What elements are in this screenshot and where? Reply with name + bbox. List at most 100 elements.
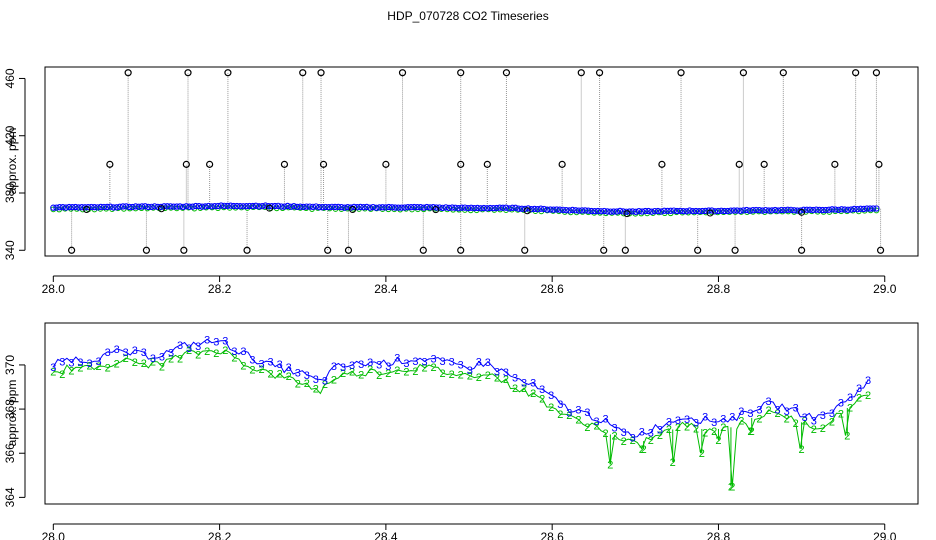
series3-point bbox=[249, 202, 256, 210]
series3-point bbox=[56, 204, 63, 211]
series3-marker: 3 bbox=[412, 356, 418, 368]
series3-point bbox=[721, 207, 728, 215]
raw-spike-point bbox=[797, 246, 806, 254]
raw-point bbox=[157, 205, 165, 213]
raw-spike-point bbox=[577, 69, 585, 77]
series2-marker: 2 bbox=[802, 416, 808, 428]
series3-point bbox=[290, 203, 298, 210]
series3-point bbox=[132, 203, 139, 210]
series2-marker: 2 bbox=[132, 357, 138, 369]
series3-point bbox=[610, 208, 617, 215]
series3-point bbox=[851, 205, 858, 213]
series3-point bbox=[284, 202, 291, 210]
series2-marker: 2 bbox=[729, 481, 735, 493]
series3-marker: 3 bbox=[403, 358, 409, 370]
raw-spike-point bbox=[760, 160, 768, 168]
series3-point bbox=[528, 206, 535, 213]
raw-point bbox=[706, 209, 714, 217]
series3-point bbox=[417, 204, 424, 211]
raw-spike-point bbox=[324, 246, 332, 254]
series3-point bbox=[866, 205, 874, 212]
series3-marker: 3 bbox=[639, 426, 645, 438]
series3-point bbox=[689, 207, 696, 215]
series3-point bbox=[816, 206, 823, 214]
series3-point bbox=[217, 202, 225, 209]
series2-line bbox=[53, 349, 869, 487]
series3-point bbox=[676, 207, 684, 215]
series2-marker: 2 bbox=[539, 394, 545, 406]
series3-point bbox=[661, 207, 668, 214]
series3-point bbox=[379, 204, 386, 211]
series3-marker: 3 bbox=[856, 383, 862, 395]
raw-spike-point bbox=[206, 160, 214, 168]
series3-marker: 3 bbox=[575, 405, 581, 417]
series2-marker: 2 bbox=[485, 370, 491, 382]
x-tick-label: 29.0 bbox=[873, 530, 897, 540]
top-panel-raw-co2: 28.0 28.2 28.4 28.6 28.8 29.0 340 380 420 460 ap… bbox=[3, 66, 919, 296]
series3-point bbox=[762, 206, 769, 214]
series3-point bbox=[173, 203, 180, 210]
series3-point bbox=[616, 207, 624, 215]
series3-point bbox=[151, 203, 158, 210]
series3-point bbox=[531, 205, 538, 213]
series3-marker: 3 bbox=[539, 384, 545, 396]
series3-marker: 3 bbox=[349, 360, 355, 372]
series3-point bbox=[642, 207, 649, 215]
series3-point bbox=[411, 203, 418, 211]
series3-point bbox=[360, 204, 367, 211]
series3-point bbox=[841, 206, 848, 213]
series3-point bbox=[388, 204, 396, 211]
series3-point bbox=[100, 203, 108, 211]
series3-point bbox=[458, 204, 465, 211]
series3-marker: 3 bbox=[286, 362, 292, 374]
x-tick-label: 28.6 bbox=[540, 282, 564, 296]
series3-point bbox=[116, 203, 123, 210]
series3-point bbox=[496, 204, 503, 211]
series3-point bbox=[787, 206, 795, 214]
series3-point bbox=[110, 204, 117, 211]
raw-spike-point bbox=[731, 246, 739, 254]
bottom-panel-filtered-co2: 2 2 2 2 2 2 2 2 2 2 2 2 22 22 2 2 2 222 2 2 2 2 22 2 2 2 22 2 2 2 2 2 2 2… bbox=[3, 322, 919, 540]
series2-marker: 2 bbox=[213, 348, 219, 360]
series3-point bbox=[129, 203, 136, 211]
series2-marker: 2 bbox=[666, 424, 672, 436]
series3-marker: 3 bbox=[693, 417, 699, 429]
raw-spike-point bbox=[558, 160, 566, 168]
series2-marker: 2 bbox=[403, 366, 409, 378]
series3-marker: 3 bbox=[621, 427, 627, 439]
series3-point bbox=[214, 202, 222, 210]
series3-point bbox=[392, 204, 399, 211]
series3-point bbox=[240, 203, 247, 210]
series3-marker: 3 bbox=[467, 365, 473, 377]
series3-point bbox=[59, 204, 66, 211]
series3-marker: 3 bbox=[249, 355, 255, 367]
series2-marker: 2 bbox=[593, 421, 599, 433]
series3-point bbox=[303, 203, 310, 210]
series3-point bbox=[474, 204, 481, 212]
series2-marker: 2 bbox=[715, 435, 721, 447]
series2-marker: 2 bbox=[440, 368, 446, 380]
series3-marker: 3 bbox=[666, 416, 672, 428]
series2-marker: 2 bbox=[186, 345, 192, 357]
series2-marker: 2 bbox=[249, 365, 255, 377]
x-tick-label: 28.6 bbox=[540, 530, 564, 540]
series2-marker: 2 bbox=[799, 444, 805, 456]
series2-marker: 2 bbox=[630, 435, 636, 447]
series3-point bbox=[620, 208, 627, 215]
series2-marker: 2 bbox=[844, 431, 850, 443]
series3-point bbox=[629, 208, 636, 215]
series2-marker: 2 bbox=[123, 353, 129, 365]
series2-marker: 2 bbox=[548, 402, 554, 414]
raw-spike-point bbox=[621, 246, 629, 254]
series2-marker: 2 bbox=[838, 408, 844, 420]
series3-marker: 3 bbox=[213, 337, 219, 349]
series3-marker: 3 bbox=[204, 334, 210, 346]
y-tick-label: 370 bbox=[3, 355, 17, 375]
y-tick-label: 364 bbox=[3, 487, 17, 507]
series3-marker: 3 bbox=[59, 357, 65, 369]
series2-marker: 2 bbox=[575, 414, 581, 426]
series3-marker: 3 bbox=[865, 375, 871, 387]
raw-spike-point bbox=[595, 69, 604, 77]
series3-point bbox=[490, 204, 497, 212]
x-tick-label: 28.2 bbox=[208, 282, 232, 296]
